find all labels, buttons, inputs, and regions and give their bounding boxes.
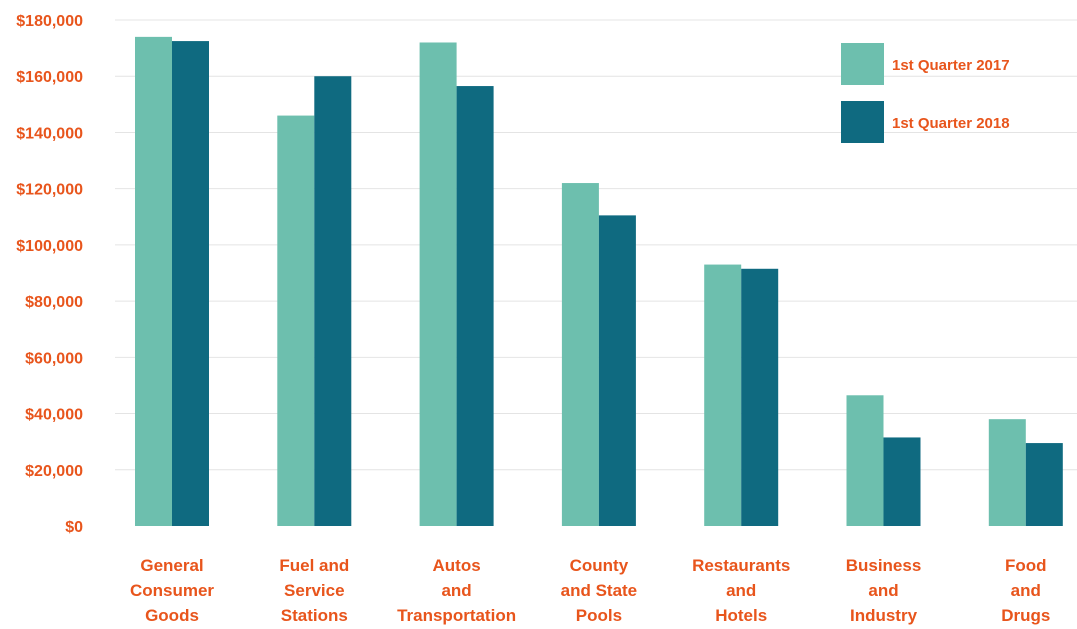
bar-2017 [846,395,884,526]
legend-label: 1st Quarter 2017 [892,57,1010,74]
bar-2017 [135,36,172,526]
y-tick-label: $160,000 [16,69,83,86]
y-tick-label: $140,000 [16,125,83,142]
bar-2018 [172,41,209,526]
legend-swatch [841,43,884,85]
bar-2017 [704,264,742,526]
y-tick-label: $20,000 [25,463,83,480]
bar-2018 [1025,443,1063,526]
bar-2017 [561,183,599,527]
x-category-label: County and State Pools [561,556,638,625]
x-category-label: Food and Drugs [1001,556,1050,625]
y-tick-label: $180,000 [16,13,83,30]
legend: 1st Quarter 2017 1st Quarter 2018 [841,43,1010,143]
x-axis-category-labels: General Consumer Goods Fuel and Service Stati… [130,556,1050,625]
bar-2017 [988,419,1026,526]
bar-2017 [277,115,315,527]
x-category-label: General Consumer Goods [130,556,214,625]
y-tick-label: $120,000 [16,182,83,199]
legend-swatch [841,101,884,143]
bars [135,36,1063,527]
bar-2018 [456,86,494,527]
y-tick-label: $80,000 [25,294,83,311]
y-tick-label: $0 [65,519,83,536]
y-tick-label: $40,000 [25,407,83,424]
x-category-label: Autos and Transportation [397,556,516,625]
x-category-label: Fuel and Service Stations [279,556,349,625]
x-category-label: Business and Industry [846,556,922,625]
x-category-label: Restaurants and Hotels [692,556,790,625]
bar-2017 [419,42,457,526]
y-axis-tick-labels: $0 $20,000 $40,000 $60,000 $80,000 $100,000 $1… [16,13,83,536]
bar-2018 [314,76,352,526]
bar-2018 [598,215,636,526]
y-tick-label: $60,000 [25,350,83,367]
legend-label: 1st Quarter 2018 [892,115,1010,132]
bar-2018 [741,268,779,526]
y-tick-label: $100,000 [16,238,83,255]
bar-2018 [883,437,921,526]
